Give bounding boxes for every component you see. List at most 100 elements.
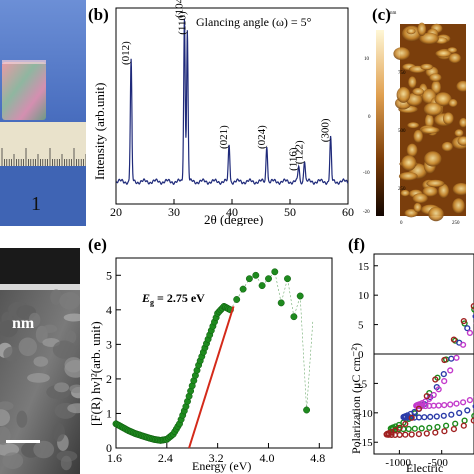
- sem-grains: [0, 289, 80, 471]
- pe-loop-point: [415, 431, 423, 438]
- tauc-point: [284, 275, 291, 283]
- xrd-peak-label: (116): [288, 147, 300, 171]
- pe-loop-point: [402, 431, 409, 438]
- pe-loop-point: [464, 407, 471, 414]
- tauc-point: [252, 271, 260, 279]
- tauc-point: [233, 296, 241, 303]
- sem-svg: nm: [0, 248, 80, 474]
- afm-grains: [393, 22, 470, 222]
- pe-loop-point: [383, 431, 390, 438]
- afm-grain: [459, 117, 468, 128]
- tauc-fit-line: [188, 306, 235, 449]
- afm-grain: [420, 63, 433, 71]
- pe-loop-point: [433, 413, 440, 420]
- tauc-xtick-label: 4.8: [310, 451, 325, 465]
- pe-xtick-label: -1000: [385, 457, 411, 469]
- afm-axis-tick: 750: [398, 71, 406, 76]
- afm-grain: [404, 209, 418, 218]
- afm-grain: [448, 53, 461, 64]
- afm-grain: [428, 207, 444, 222]
- afm-grain: [442, 112, 454, 125]
- afm-grain: [417, 22, 427, 36]
- pe-loop-point: [408, 431, 415, 438]
- sem-grain: [18, 337, 37, 357]
- pe-loop-point: [422, 402, 429, 410]
- tauc-xtick-label: 3.2: [209, 451, 224, 465]
- xrd-peak-label: (104): [173, 0, 185, 18]
- afm-grain: [424, 113, 434, 129]
- pe-loop-point: [447, 367, 454, 374]
- afm-grain: [413, 202, 422, 213]
- pe-loop-point: [447, 401, 454, 408]
- sem-grain: [28, 312, 41, 328]
- pe-loop-point: [411, 425, 418, 432]
- afm-grain: [406, 143, 418, 157]
- tauc-connector: [230, 271, 314, 411]
- panel-d-sem: nm: [0, 248, 80, 474]
- sem-grain: [0, 409, 10, 426]
- tauc-point: [277, 299, 285, 307]
- pe-loop-point: [460, 317, 467, 325]
- afm-grain: [396, 86, 411, 103]
- sem-grain: [64, 360, 80, 378]
- xrd-chart: (b) Glancing angle (ω) = 5° Intensity (a…: [86, 0, 360, 226]
- sem-grain: [16, 410, 28, 428]
- pe-loop-point: [441, 378, 448, 385]
- pe-ytick-label: 15: [358, 261, 370, 273]
- pe-loop-point: [456, 409, 463, 417]
- tauc-point: [303, 406, 311, 414]
- pe-loop-point: [464, 325, 471, 332]
- afm-colorbar: [376, 30, 384, 216]
- afm-grain: [412, 87, 425, 96]
- tauc-point: [290, 313, 298, 321]
- afm-grain: [419, 32, 439, 45]
- sem-grain: [0, 401, 14, 411]
- panel-b-label: (b): [88, 5, 109, 24]
- ruler: [0, 122, 98, 166]
- afm-svg: (c) 10 0 -10 -20 nm 750 500 250 0 250: [360, 0, 474, 226]
- pe-loop-point: [460, 422, 467, 429]
- tauc-xtick-label: 4.0: [259, 451, 274, 465]
- tauc-eg-annotation: Eg = 2.75 eV: [141, 291, 205, 307]
- afm-grain: [393, 47, 410, 61]
- pe-loop-point: [411, 408, 418, 416]
- colorbar-unit: nm: [390, 11, 397, 16]
- xrd-peak-label: (021): [218, 125, 230, 149]
- tauc-chart: (e) [F(R) hν]²(arb. unit) 1.6 2.4 3.2 4.0 4.…: [82, 226, 340, 474]
- tauc-ytick-label: 1: [106, 406, 112, 420]
- sem-grain: [63, 313, 80, 322]
- pe-loop-point: [435, 386, 442, 393]
- xrd-xtick-label: 40: [226, 205, 238, 219]
- afm-grain: [426, 179, 445, 188]
- pe-loop-point: [441, 402, 448, 409]
- afm-grain: [408, 76, 417, 89]
- tauc-point: [265, 275, 272, 283]
- xrd-peak-label: (110): [176, 11, 188, 35]
- pe-loop-point: [440, 412, 447, 419]
- pe-loop-point: [459, 399, 467, 406]
- sem-grain: [42, 324, 58, 333]
- afm-grain: [429, 73, 442, 82]
- tauc-ytick-label: 2: [106, 372, 112, 386]
- xrd-xtick-label: 50: [284, 205, 296, 219]
- panel-c-afm: (c) 10 0 -10 -20 nm 750 500 250 0 250: [360, 0, 474, 226]
- tauc-point: [239, 285, 247, 293]
- pe-loop-point: [434, 423, 441, 431]
- pe-loop-point: [432, 376, 439, 383]
- sem-grain: [50, 289, 62, 305]
- panel-c-label: (c): [372, 5, 391, 24]
- pe-chart: (f) Polarization (μC cm⁻²) 15 10 5 0 -5 -10 -1…: [340, 226, 474, 474]
- afm-grain: [434, 92, 452, 107]
- tauc-point: [258, 282, 266, 290]
- sem-grain: [33, 440, 55, 459]
- xrd-ylabel: Intensity (arb.unit): [92, 83, 107, 180]
- sem-grain: [2, 452, 24, 469]
- afm-grain: [412, 193, 428, 204]
- panel-f-pe: (f) Polarization (μC cm⁻²) 15 10 5 0 -5 -10 -1…: [340, 226, 474, 474]
- tauc-ytick-label: 4: [106, 303, 112, 317]
- pe-loop-point: [411, 414, 418, 421]
- pe-loop-point: [427, 413, 434, 421]
- pe-loop-point: [400, 414, 407, 421]
- pe-ytick-label: 0: [358, 349, 364, 361]
- afm-axis-tick: 500: [398, 129, 406, 134]
